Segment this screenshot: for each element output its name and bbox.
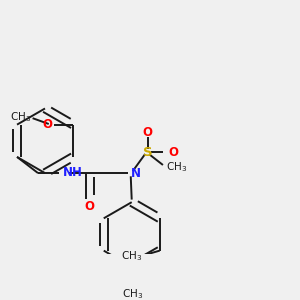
Text: S: S — [143, 146, 153, 159]
Text: O: O — [143, 126, 153, 139]
Text: N: N — [131, 167, 141, 180]
Text: O: O — [168, 146, 178, 159]
Text: O: O — [42, 118, 52, 131]
Text: CH$_3$: CH$_3$ — [167, 161, 188, 175]
Text: NH: NH — [63, 166, 83, 179]
Text: CH$_3$: CH$_3$ — [10, 111, 31, 124]
Text: O: O — [85, 200, 95, 213]
Text: CH$_3$: CH$_3$ — [121, 250, 142, 263]
Text: CH$_3$: CH$_3$ — [122, 287, 143, 300]
